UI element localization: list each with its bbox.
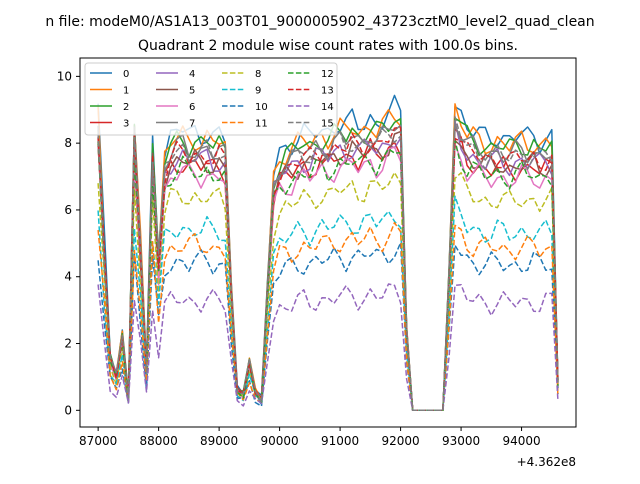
series-line-14 — [97, 283, 559, 412]
series-line-1 — [97, 103, 559, 412]
y-axis: 0 2 4 6 8 10 — [57, 69, 80, 417]
legend-label-11: 11 — [255, 119, 268, 130]
y-tick-label: 0 — [64, 403, 72, 417]
x-tick-label: 94000 — [502, 434, 540, 448]
x-offset-label: +4.362e8 — [517, 455, 576, 469]
legend-label-13: 13 — [321, 86, 334, 97]
legend-label-6: 6 — [189, 102, 195, 113]
series-line-8 — [97, 171, 559, 412]
x-tick-label: 92000 — [381, 434, 419, 448]
series-line-0 — [97, 94, 559, 412]
x-tick-label: 91000 — [321, 434, 359, 448]
series-line-10 — [97, 241, 559, 412]
legend-label-12: 12 — [321, 69, 334, 80]
x-tick-label: 89000 — [200, 434, 238, 448]
series-line-4 — [97, 120, 559, 412]
series-line-15 — [97, 116, 559, 412]
legend-label-15: 15 — [321, 119, 334, 130]
series-lines — [97, 94, 559, 412]
legend-label-2: 2 — [123, 102, 129, 113]
y-tick-label: 4 — [64, 270, 72, 284]
legend-label-7: 7 — [189, 119, 195, 130]
series-line-7 — [97, 123, 559, 412]
legend-label-5: 5 — [189, 86, 195, 97]
chart-title: Quadrant 2 module wise count rates with … — [138, 38, 518, 54]
x-axis: 87000 88000 89000 90000 91000 92000 93000 94000 — [79, 427, 541, 448]
x-tick-label: 90000 — [261, 434, 299, 448]
y-tick-label: 2 — [64, 337, 72, 351]
legend-label-14: 14 — [321, 102, 334, 113]
legend-frame — [84, 62, 338, 136]
legend-label-8: 8 — [255, 69, 261, 80]
legend-label-3: 3 — [123, 119, 129, 130]
y-tick-label: 10 — [57, 69, 72, 83]
series-line-9 — [97, 195, 559, 412]
legend-label-10: 10 — [255, 102, 268, 113]
x-tick-label: 93000 — [442, 434, 480, 448]
legend-label-9: 9 — [255, 86, 261, 97]
x-tick-label: 87000 — [79, 434, 117, 448]
y-tick-label: 8 — [64, 136, 72, 150]
y-tick-label: 6 — [64, 203, 72, 217]
x-tick-label: 88000 — [140, 434, 178, 448]
legend-label-4: 4 — [189, 69, 195, 80]
series-line-11 — [97, 221, 559, 412]
axes-frame — [79, 57, 577, 428]
legend-label-1: 1 — [123, 86, 129, 97]
figure-suptitle: n file: modeM0/AS1A13_003T01_9000005902_… — [45, 14, 594, 30]
series-line-12 — [97, 139, 559, 412]
legend-label-0: 0 — [123, 69, 129, 80]
